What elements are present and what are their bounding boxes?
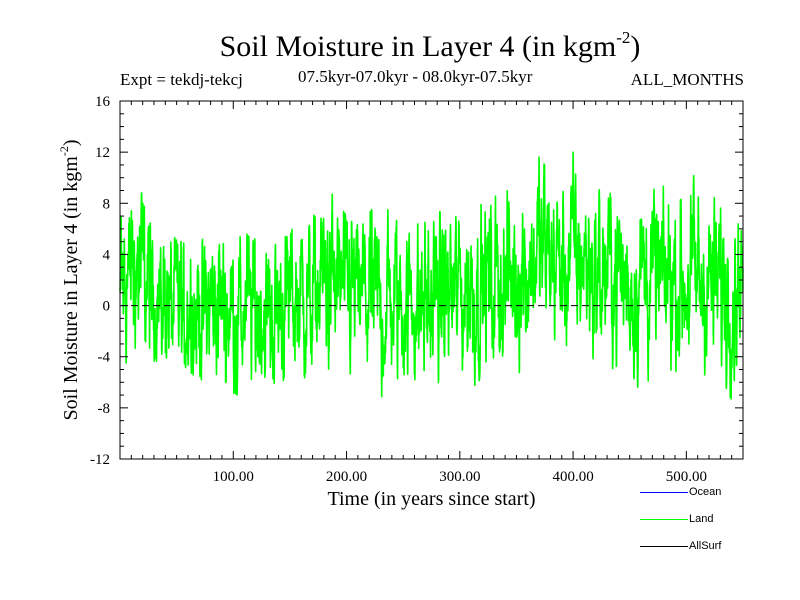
- legend-label-allsurf: AllSurf: [689, 540, 722, 552]
- y-tick-label: 12: [95, 145, 110, 161]
- y-axis-label: Soil Moisture in Layer 4 (in kgm-2): [57, 139, 82, 420]
- x-tick-label: 300.00: [439, 469, 480, 485]
- title-close: ): [630, 30, 641, 63]
- y-tick-label: -4: [98, 350, 111, 366]
- chart-title: Soil Moisture in Layer 4 (in kgm-2): [150, 28, 710, 64]
- legend-item-allsurf: AllSurf: [640, 538, 760, 558]
- x-tick-label: 100.00: [213, 469, 254, 485]
- legend-line-ocean: [640, 492, 688, 493]
- legend-label-land: Land: [689, 513, 714, 525]
- legend-label-ocean: Ocean: [689, 486, 722, 498]
- months-label: ALL_MONTHS: [630, 70, 744, 89]
- title-exponent: -2: [616, 28, 631, 47]
- y-tick-label: -12: [90, 452, 110, 468]
- period-label: 07.5kyr-07.0kyr - 08.0kyr-07.5kyr: [298, 67, 533, 86]
- ticks-layer: -12 -8 -4 0 4 8 12 16 100.00 200.00 300.00 400.00 50…: [90, 94, 743, 485]
- series-land: [119, 151, 744, 400]
- x-axis-label: Time (in years since start): [327, 488, 535, 510]
- y-tick-label: 16: [95, 94, 111, 110]
- y-tick-label: 8: [103, 196, 111, 212]
- legend-item-land: Land: [640, 511, 760, 531]
- x-tick-label: 200.00: [326, 469, 367, 485]
- y-tick-label: -8: [98, 401, 111, 417]
- y-tick-label: 4: [103, 247, 111, 263]
- series-layer: [119, 151, 744, 400]
- x-tick-label: 500.00: [666, 469, 707, 485]
- x-tick-label: 400.00: [552, 469, 593, 485]
- legend-item-ocean: Ocean: [640, 484, 760, 504]
- expt-label: Expt = tekdj-tekcj: [120, 70, 243, 89]
- legend-line-allsurf: [640, 546, 688, 547]
- y-tick-label: 0: [103, 299, 111, 315]
- title-text: Soil Moisture in Layer 4 (in kgm: [219, 30, 617, 63]
- legend-line-land: [640, 519, 688, 520]
